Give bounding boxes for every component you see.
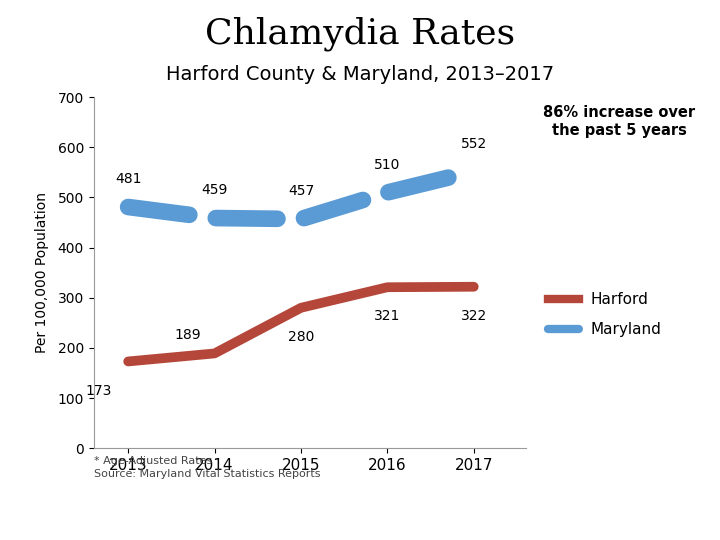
Text: * Age-Adjusted Rates: * Age-Adjusted Rates [94,456,212,467]
Text: 481: 481 [115,172,141,186]
Text: 280: 280 [288,330,314,344]
Text: 189: 189 [174,328,201,342]
Text: 510: 510 [374,158,400,172]
Text: Source: Maryland Vital Statistics Reports: Source: Maryland Vital Statistics Report… [94,469,320,479]
Text: 552: 552 [461,137,487,151]
Text: Chlamydia Rates: Chlamydia Rates [205,16,515,51]
Text: 321: 321 [374,309,400,323]
Text: Harford County & Maryland, 2013–2017: Harford County & Maryland, 2013–2017 [166,65,554,84]
Text: 86% increase over
the past 5 years: 86% increase over the past 5 years [543,105,696,138]
Y-axis label: Per 100,000 Population: Per 100,000 Population [35,192,49,353]
Text: 459: 459 [202,183,228,197]
Legend: Harford, Maryland: Harford, Maryland [542,286,667,343]
Text: 457: 457 [288,184,314,198]
Text: 173: 173 [85,384,112,397]
Text: 322: 322 [461,309,487,323]
Text: 48: 48 [22,504,45,522]
